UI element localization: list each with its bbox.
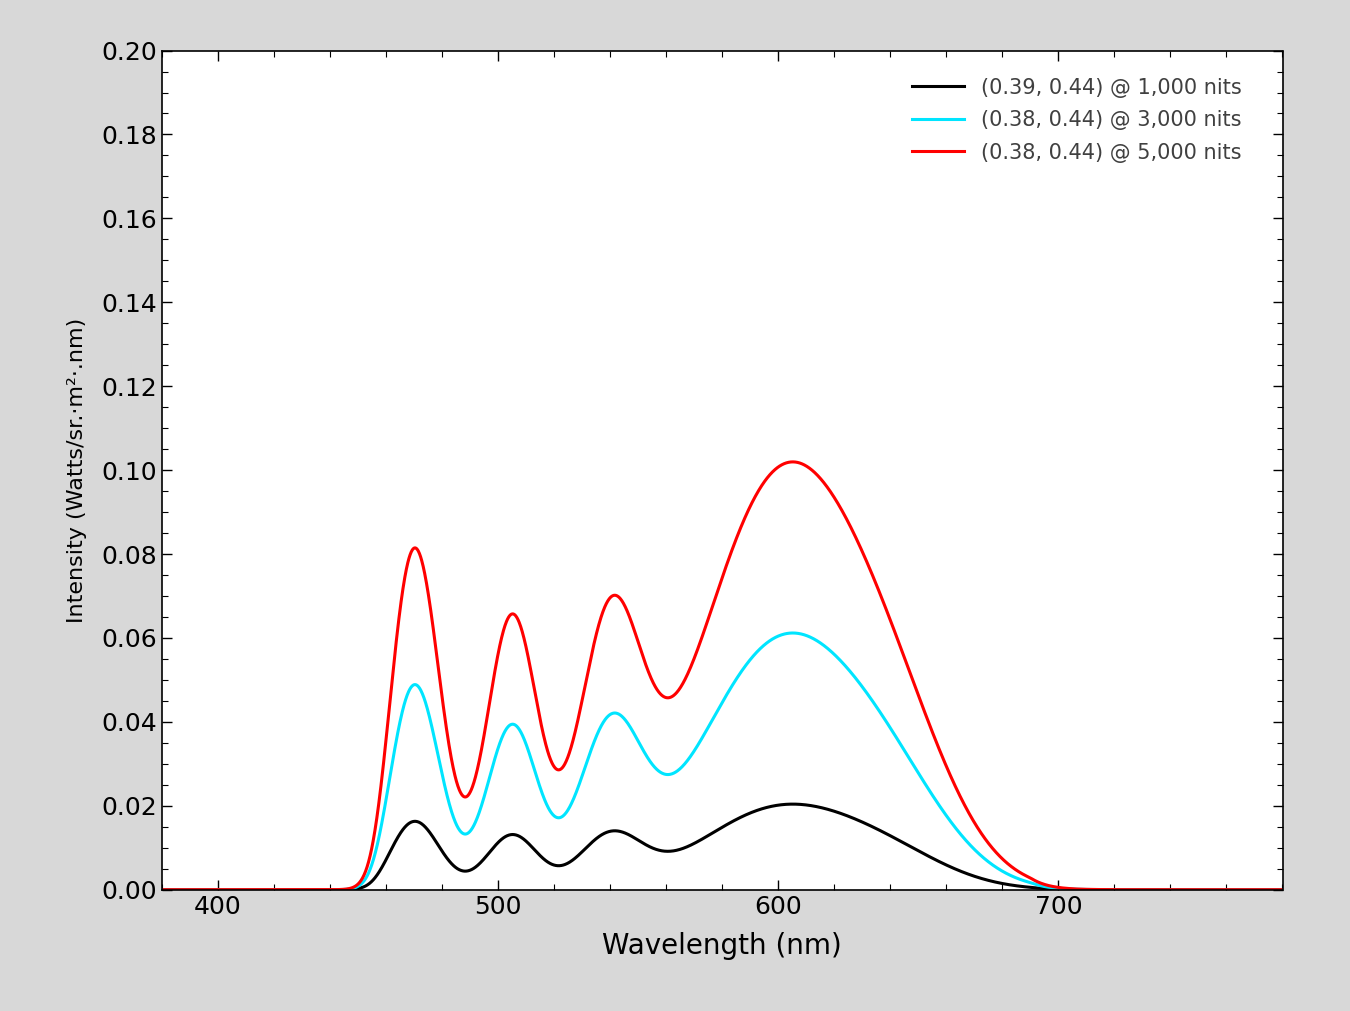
(0.38, 0.44) @ 5,000 nits [282,884,298,896]
(0.38, 0.44) @ 5,000 nits [348,880,364,892]
(0.38, 0.44) @ 5,000 nits [1274,884,1291,896]
(0.38, 0.44) @ 5,000 nits [154,884,170,896]
Legend: (0.39, 0.44) @ 1,000 nits, (0.38, 0.44) @ 3,000 nits, (0.38, 0.44) @ 5,000 nits: (0.39, 0.44) @ 1,000 nits, (0.38, 0.44) … [903,70,1250,171]
(0.39, 0.44) @ 1,000 nits [583,836,599,848]
(0.38, 0.44) @ 3,000 nits [154,884,170,896]
Line: (0.38, 0.44) @ 3,000 nits: (0.38, 0.44) @ 3,000 nits [162,633,1282,890]
(0.38, 0.44) @ 5,000 nits [784,456,801,468]
(0.39, 0.44) @ 1,000 nits [1253,884,1269,896]
Line: (0.38, 0.44) @ 5,000 nits: (0.38, 0.44) @ 5,000 nits [162,462,1282,890]
(0.38, 0.44) @ 3,000 nits [282,884,298,896]
Y-axis label: Intensity (Watts/sr.·m²·.nm): Intensity (Watts/sr.·m²·.nm) [68,317,88,623]
(0.38, 0.44) @ 5,000 nits [1253,884,1269,896]
(0.38, 0.44) @ 5,000 nits [583,648,599,660]
(0.38, 0.44) @ 5,000 nits [632,642,648,654]
(0.38, 0.44) @ 3,000 nits [348,882,364,894]
(0.38, 0.44) @ 5,000 nits [1133,884,1149,896]
(0.39, 0.44) @ 1,000 nits [154,884,170,896]
(0.39, 0.44) @ 1,000 nits [348,883,364,895]
Line: (0.39, 0.44) @ 1,000 nits: (0.39, 0.44) @ 1,000 nits [162,804,1282,890]
(0.39, 0.44) @ 1,000 nits [1274,884,1291,896]
(0.38, 0.44) @ 3,000 nits [583,742,599,754]
(0.38, 0.44) @ 3,000 nits [1253,884,1269,896]
(0.39, 0.44) @ 1,000 nits [632,835,648,847]
(0.39, 0.44) @ 1,000 nits [784,798,801,810]
(0.39, 0.44) @ 1,000 nits [282,884,298,896]
(0.39, 0.44) @ 1,000 nits [1133,884,1149,896]
(0.38, 0.44) @ 3,000 nits [784,627,801,639]
(0.38, 0.44) @ 3,000 nits [632,739,648,751]
X-axis label: Wavelength (nm): Wavelength (nm) [602,932,842,960]
(0.38, 0.44) @ 3,000 nits [1133,884,1149,896]
(0.38, 0.44) @ 3,000 nits [1274,884,1291,896]
